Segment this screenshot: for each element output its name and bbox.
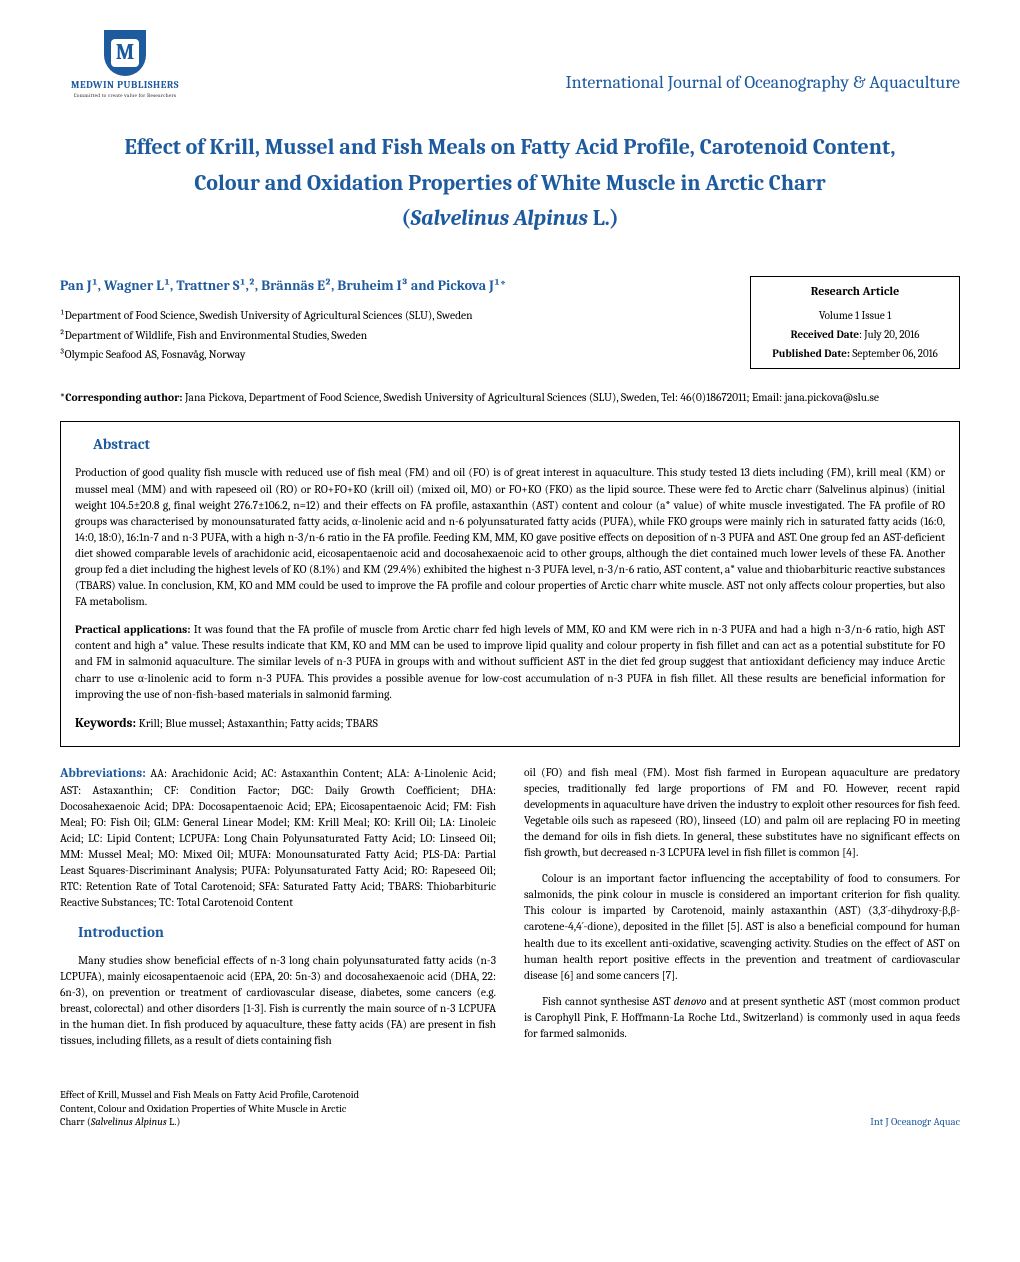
received-date: Received Date: July 20, 2016 — [761, 327, 949, 343]
abbreviations-block: Abbreviations: AA: Arachidonic Acid; AC:… — [60, 765, 496, 912]
abstract-heading: Abstract — [75, 434, 945, 456]
title-line1: Effect of Krill, Mussel and Fish Meals o… — [125, 134, 896, 160]
footer-citation: Effect of Krill, Mussel and Fish Meals o… — [60, 1089, 359, 1130]
published-date: Published Date: September 06, 2016 — [761, 346, 949, 362]
article-meta-box: Research Article Volume 1 Issue 1 Receiv… — [750, 276, 960, 369]
right-column: oil (FO) and fish meal (FM). Most fish f… — [524, 765, 960, 1060]
publisher-logo: MEDWIN PUBLISHERS Committed to create va… — [60, 30, 190, 100]
affiliation-3: ³Olympic Seafood AS, Fosnavåg, Norway — [60, 345, 735, 365]
keywords: Keywords: Krill; Blue mussel; Astaxanthi… — [75, 715, 945, 734]
header-row: MEDWIN PUBLISHERS Committed to create va… — [60, 30, 960, 100]
intro-para1: Many studies show beneficial effects of … — [60, 953, 496, 1050]
title-species: Salvelinus Alpinus — [410, 205, 588, 231]
affiliation-1: ¹Department of Food Science, Swedish Uni… — [60, 306, 735, 326]
article-title: Effect of Krill, Mussel and Fish Meals o… — [60, 130, 960, 236]
affiliations: ¹Department of Food Science, Swedish Uni… — [60, 306, 735, 365]
title-line3-prefix: ( — [401, 205, 410, 231]
intro-para4: Fish cannot synthesise AST denovo and at… — [524, 994, 960, 1042]
title-line3-suffix: L.) — [588, 205, 619, 231]
abstract-box: Abstract Production of good quality fish… — [60, 421, 960, 747]
corresponding-label: *Corresponding author: — [60, 391, 183, 404]
affiliation-2: ²Department of Wildlife, Fish and Enviro… — [60, 326, 735, 346]
article-type: Research Article — [761, 283, 949, 300]
volume-issue: Volume 1 Issue 1 — [761, 308, 949, 324]
authors-list: Pan J¹, Wagner L¹, Trattner S¹,², Brännä… — [60, 276, 735, 296]
logo-icon — [104, 30, 146, 76]
intro-para2: oil (FO) and fish meal (FM). Most fish f… — [524, 765, 960, 862]
corresponding-text: Jana Pickova, Department of Food Science… — [183, 391, 879, 404]
logo-text: MEDWIN PUBLISHERS — [71, 78, 179, 93]
abstract-para1: Production of good quality fish muscle w… — [75, 465, 945, 610]
abstract-para2: Practical applications: It was found tha… — [75, 622, 945, 702]
author-meta-row: Pan J¹, Wagner L¹, Trattner S¹,², Brännä… — [60, 276, 960, 380]
left-column: Abbreviations: AA: Arachidonic Acid; AC:… — [60, 765, 496, 1060]
intro-para3: Colour is an important factor influencin… — [524, 871, 960, 984]
corresponding-author: *Corresponding author: Jana Pickova, Dep… — [60, 388, 960, 409]
page-footer: Effect of Krill, Mussel and Fish Meals o… — [60, 1089, 960, 1130]
body-columns: Abbreviations: AA: Arachidonic Acid; AC:… — [60, 765, 960, 1060]
logo-tagline: Committed to create value for Researcher… — [74, 93, 177, 101]
journal-name: International Journal of Oceanography & … — [190, 30, 960, 96]
footer-journal-abbrev: Int J Oceanogr Aquac — [870, 1115, 960, 1130]
introduction-heading: Introduction — [60, 922, 496, 943]
title-line2: Colour and Oxidation Properties of White… — [194, 170, 825, 196]
